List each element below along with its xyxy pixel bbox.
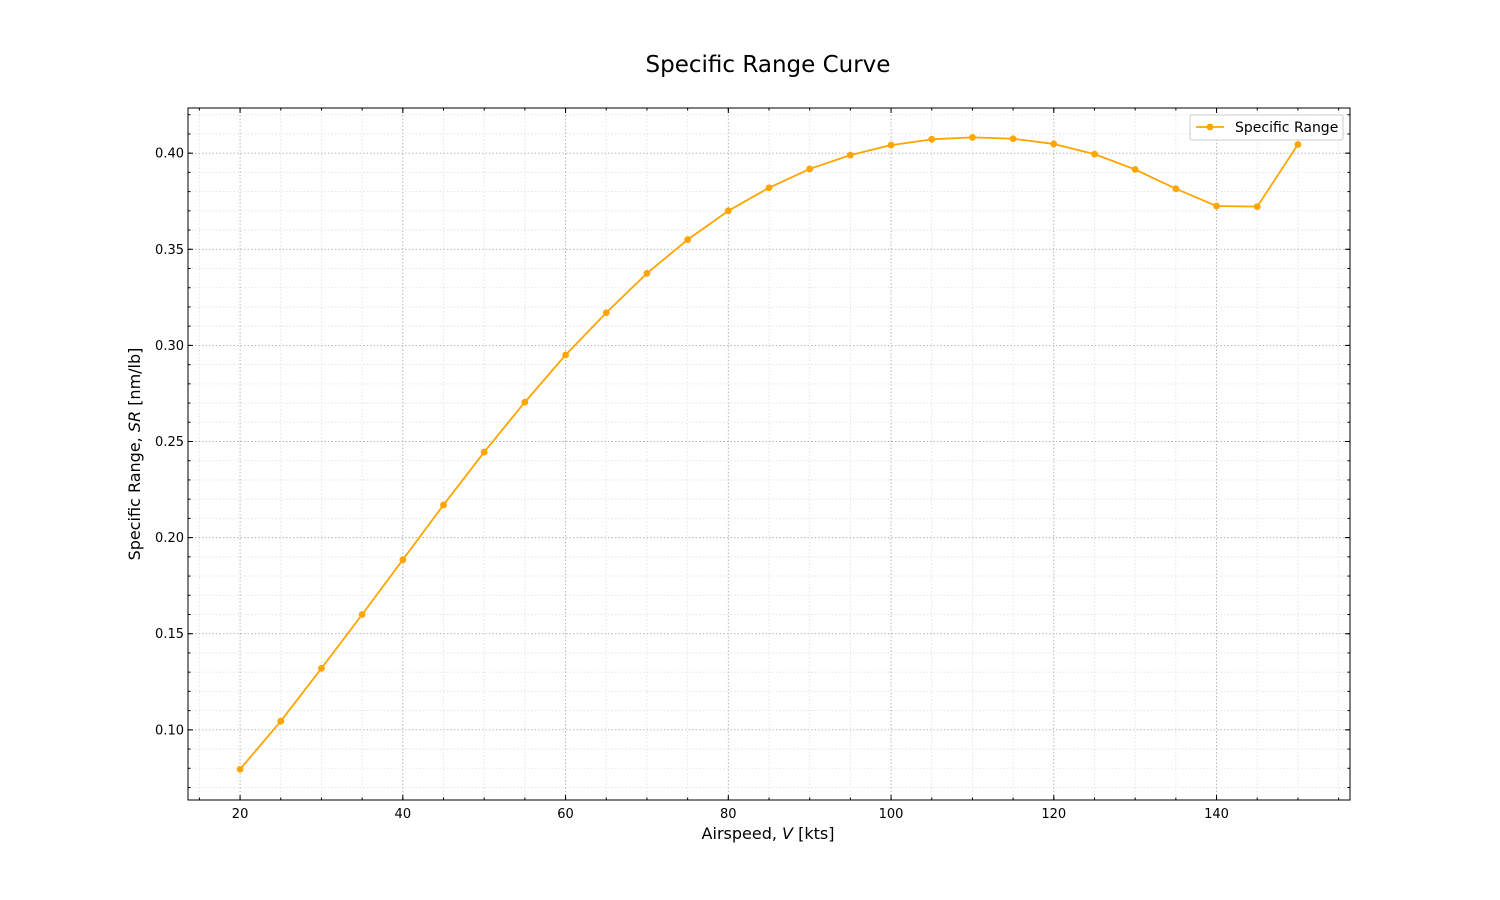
x-tick-label: 40 [395, 807, 412, 822]
data-point [846, 151, 854, 159]
data-point [318, 664, 325, 672]
data-point [236, 765, 244, 773]
legend-marker [1206, 123, 1214, 131]
y-tick-label: 0.30 [155, 339, 184, 354]
data-point [1172, 185, 1180, 193]
data-point [1131, 166, 1139, 173]
data-point [358, 611, 366, 618]
data-point [969, 134, 976, 141]
y-axis-label: Specific Range, SR [nm/lb] [125, 348, 144, 561]
x-tick-label: 140 [1204, 807, 1229, 822]
major-grid [188, 108, 1350, 800]
y-tick-label: 0.20 [155, 531, 184, 546]
series-layer [236, 134, 1302, 773]
y-tick-label: 0.25 [155, 435, 184, 450]
data-point [806, 165, 814, 173]
data-point [643, 269, 651, 277]
data-point [724, 207, 732, 215]
legend-label: Specific Range [1235, 120, 1338, 136]
data-point [1213, 202, 1220, 210]
y-tick-label: 0.10 [155, 723, 184, 738]
minor-grid [188, 108, 1350, 800]
x-tick-label: 80 [720, 807, 737, 822]
data-point [928, 135, 936, 143]
data-point [521, 398, 529, 406]
data-point [887, 141, 895, 149]
data-point [562, 351, 569, 359]
data-point [684, 236, 692, 244]
data-point [1253, 203, 1261, 211]
x-tick-label: 120 [1041, 807, 1066, 822]
y-tick-label: 0.35 [155, 243, 184, 258]
x-tick-labels: 20 40 60 80 100 120 140 [232, 807, 1229, 822]
data-point [602, 309, 610, 317]
x-tick-label: 100 [879, 807, 904, 822]
data-point [480, 448, 488, 456]
data-point [399, 556, 407, 564]
chart-title: Specific Range Curve [646, 52, 891, 78]
x-axis-label: Airspeed, V [kts] [702, 824, 835, 843]
y-tick-labels: 0.10 0.15 0.20 0.25 0.30 0.35 0.40 [155, 147, 184, 739]
data-point [440, 501, 447, 509]
y-tick-label: 0.40 [155, 147, 184, 162]
legend: Specific Range [1189, 114, 1344, 141]
y-tick-label: 0.15 [155, 627, 184, 642]
axis-ticks [188, 108, 1350, 800]
data-point [1091, 150, 1098, 158]
data-point [1294, 141, 1302, 148]
x-tick-label: 60 [557, 807, 574, 822]
data-point [1050, 140, 1058, 148]
data-point [765, 184, 773, 192]
legend-box [1189, 114, 1344, 141]
data-point [277, 717, 285, 725]
x-tick-label: 20 [232, 807, 249, 822]
data-point [1009, 135, 1017, 143]
